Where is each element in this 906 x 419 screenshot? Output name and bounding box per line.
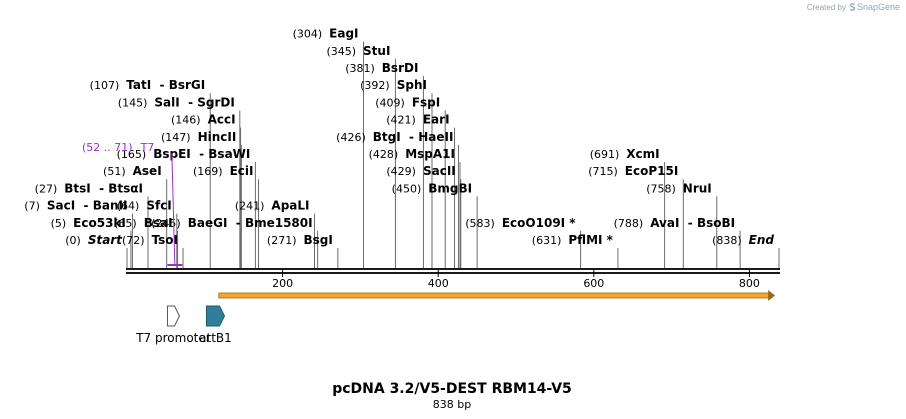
enzyme-name: XcmI [626, 147, 659, 161]
enzyme-position: (107) [90, 79, 120, 92]
enzyme-position: (426) [336, 131, 366, 144]
enzyme-position: (409) [375, 96, 405, 109]
enzyme-position: (146) [171, 114, 201, 127]
snapgene-credit: Created by SnapGene [807, 2, 900, 12]
enzyme-position: (304) [293, 28, 323, 41]
enzyme-name: Eco53kI [73, 216, 126, 230]
enzyme-position: (147) [161, 131, 191, 144]
enzyme-name: MspA1I [405, 147, 455, 161]
sequence-backbone [126, 268, 780, 274]
enzyme-position: (7) [24, 200, 40, 213]
enzyme-position: (381) [345, 62, 375, 75]
enzyme-position: (145) [118, 96, 148, 109]
enzyme-position: (241) [235, 200, 265, 213]
enzyme-position: (169) [193, 165, 223, 178]
enzyme-position: (583) [465, 217, 495, 230]
scale-tick-label: 800 [739, 277, 760, 290]
enzyme-name: EagI [329, 27, 358, 41]
enzyme-name: TsoI [152, 233, 178, 247]
primer-lead-line [171, 152, 176, 266]
enzyme-name: FspI [412, 95, 440, 109]
enzyme-name: AvaI - BsoBI [650, 216, 735, 230]
restriction-enzyme-labels: Start (0) Eco53kI (5) SacI - BanII (7) BtsI - … [24, 27, 774, 247]
enzyme-name: BsaI [144, 216, 173, 230]
enzyme-name: StuI [363, 44, 390, 58]
enzyme-name: AccI [208, 113, 236, 127]
enzyme-position: (271) [267, 234, 297, 247]
orf-arrow [218, 290, 776, 301]
enzyme-name: End [749, 233, 775, 247]
scale-tick-label: 400 [428, 277, 449, 290]
enzyme-name: EcoO109I * [502, 216, 576, 230]
enzyme-name: HincII [198, 130, 237, 144]
enzyme-name: Start [88, 233, 123, 247]
backbone-bottom-strand [126, 272, 780, 274]
attb1-site-arrow [205, 305, 226, 327]
enzyme-position: (392) [360, 79, 390, 92]
enzyme-name: TatI - BsrGI [126, 78, 205, 92]
enzyme-lead-lines [126, 41, 780, 270]
enzyme-name: BspEI - BsaWI [153, 147, 250, 161]
primer-annotation: (52 .. 71) T7 [82, 141, 183, 266]
enzyme-name: AseI [133, 164, 162, 178]
enzyme-name: BsrDI [382, 61, 419, 75]
enzyme-name: BmgBI [428, 181, 472, 195]
enzyme-position: (245) [151, 217, 181, 230]
enzyme-name: EciI [230, 164, 254, 178]
orf-arrow-head [768, 290, 776, 301]
enzyme-name: BsgI [304, 233, 333, 247]
enzyme-name: BaeGI - Bme1580I [188, 216, 313, 230]
primer-range: (52 .. 71) [82, 141, 133, 154]
enzyme-position: (429) [386, 165, 416, 178]
enzyme-position: (51) [103, 165, 126, 178]
enzyme-position: (5) [51, 217, 67, 230]
enzyme-name: PflMI * [568, 233, 613, 247]
map-length: 838 bp [433, 398, 471, 411]
enzyme-position: (838) [712, 234, 742, 247]
credit-brand: SnapGene [856, 2, 900, 12]
enzyme-position: (65) [114, 217, 137, 230]
enzyme-name: SphI [397, 78, 427, 92]
promoter-arrow [166, 305, 181, 327]
enzyme-name: SfcI [146, 199, 171, 213]
enzyme-name: BtgI - HaeII [373, 130, 454, 144]
enzyme-position: (450) [392, 182, 422, 195]
credit-prefix: Created by [806, 3, 846, 12]
enzyme-name: NruI [683, 181, 712, 195]
scale-tick-label: 200 [272, 277, 293, 290]
primer-label: (52 .. 71) T7 [82, 141, 154, 154]
enzyme-name: EcoP15I [625, 164, 679, 178]
enzyme-position: (421) [386, 114, 416, 127]
feature-label: attB1 [199, 331, 232, 345]
enzyme-name: BtsI - BtsαI [64, 181, 143, 195]
enzyme-position: (758) [646, 182, 676, 195]
enzyme-position: (345) [326, 45, 356, 58]
scale-tick-label: 600 [583, 277, 604, 290]
backbone-top-strand [126, 268, 780, 270]
enzyme-name: EarI [423, 113, 450, 127]
orf-arrow-body [218, 292, 770, 299]
enzyme-position: (715) [588, 165, 618, 178]
primer-name: T7 [140, 141, 155, 154]
enzyme-position: (27) [35, 182, 58, 195]
enzyme-name: SalI - SgrDI [154, 95, 234, 109]
enzyme-position: (64) [117, 200, 140, 213]
enzyme-position: (165) [117, 148, 147, 161]
map-title: pcDNA 3.2/V5-DEST RBM14-V5 [332, 381, 572, 397]
scale-ticks: 200 400 600 800 [272, 270, 760, 290]
feature-label: T7 promoter [135, 331, 211, 345]
enzyme-name: ApaLI [271, 199, 309, 213]
enzyme-position: (72) [122, 234, 145, 247]
enzyme-position: (0) [65, 234, 81, 247]
enzyme-position: (691) [590, 148, 620, 161]
enzyme-position: (631) [532, 234, 562, 247]
enzyme-name: SacII [423, 164, 456, 178]
enzyme-position: (428) [369, 148, 399, 161]
enzyme-position: (788) [614, 217, 644, 230]
snapgene-logo-icon [849, 3, 856, 11]
enzyme-name: SacI - BanII [47, 199, 128, 213]
